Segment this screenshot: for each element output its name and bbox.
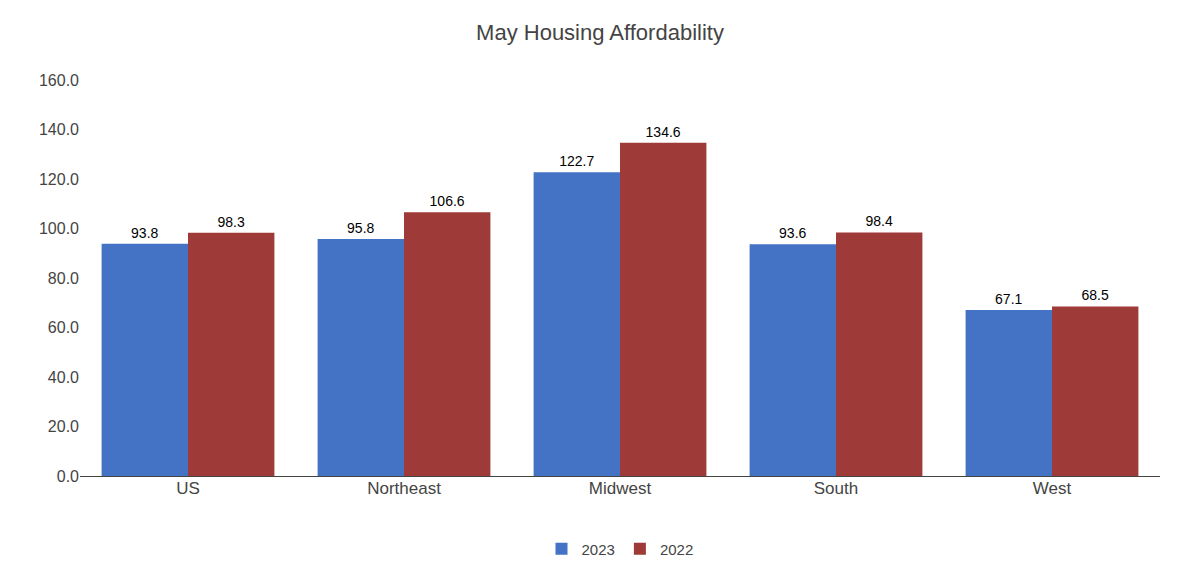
svg-text:140.0: 140.0 — [39, 121, 79, 138]
svg-text:160.0: 160.0 — [39, 72, 79, 89]
svg-text:134.6: 134.6 — [646, 124, 681, 140]
svg-text:98.4: 98.4 — [865, 213, 892, 229]
svg-text:106.6: 106.6 — [430, 193, 465, 209]
svg-text:2022: 2022 — [660, 541, 693, 558]
svg-text:2023: 2023 — [582, 541, 615, 558]
svg-text:93.8: 93.8 — [131, 225, 158, 241]
svg-text:93.6: 93.6 — [779, 225, 806, 241]
svg-text:67.1: 67.1 — [995, 291, 1022, 307]
svg-text:120.0: 120.0 — [39, 171, 79, 188]
svg-text:0.0: 0.0 — [57, 468, 79, 485]
svg-text:100.0: 100.0 — [39, 220, 79, 237]
svg-text:122.7: 122.7 — [559, 153, 594, 169]
svg-text:60.0: 60.0 — [48, 319, 79, 336]
svg-text:95.8: 95.8 — [347, 220, 374, 236]
svg-text:May Housing Affordability: May Housing Affordability — [476, 20, 724, 45]
svg-text:98.3: 98.3 — [217, 214, 244, 230]
svg-text:West: West — [1033, 479, 1072, 498]
svg-text:South: South — [814, 479, 858, 498]
svg-text:20.0: 20.0 — [48, 418, 79, 435]
svg-text:US: US — [176, 479, 200, 498]
svg-text:80.0: 80.0 — [48, 270, 79, 287]
svg-text:68.5: 68.5 — [1081, 287, 1108, 303]
svg-text:40.0: 40.0 — [48, 369, 79, 386]
svg-text:Midwest: Midwest — [589, 479, 652, 498]
svg-text:Northeast: Northeast — [367, 479, 441, 498]
